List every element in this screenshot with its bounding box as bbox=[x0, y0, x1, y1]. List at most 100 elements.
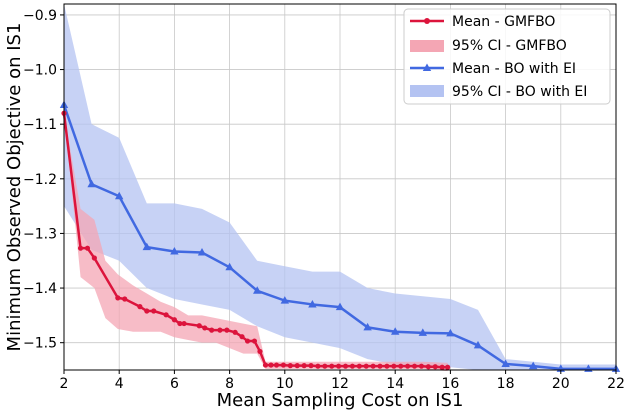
x-tick-label: 18 bbox=[497, 376, 515, 392]
x-axis-label: Mean Sampling Cost on IS1 bbox=[217, 390, 464, 411]
data-point-mean-gmfbo bbox=[349, 363, 356, 369]
x-tick-label: 22 bbox=[607, 376, 625, 392]
data-point-mean-gmfbo bbox=[77, 245, 84, 251]
data-point-mean-gmfbo bbox=[363, 363, 369, 369]
data-point-mean-gmfbo bbox=[445, 364, 451, 370]
legend: Mean - GMFBO 95% CI - GMFBO Mean - BO wi… bbox=[403, 8, 611, 105]
data-point-mean-gmfbo bbox=[224, 327, 230, 333]
y-tick-label: −1.1 bbox=[23, 117, 57, 133]
legend-label-gmfbo-ci: 95% CI - GMFBO bbox=[452, 38, 567, 54]
ci-band-95-ci-bo-with-ei bbox=[64, 4, 616, 370]
data-point-mean-gmfbo bbox=[122, 296, 128, 302]
data-point-mean-bo-with-ei bbox=[363, 322, 372, 331]
data-point-mean-gmfbo bbox=[209, 327, 215, 333]
data-point-mean-bo-with-ei bbox=[115, 191, 124, 200]
data-point-mean-bo-with-ei bbox=[253, 286, 262, 294]
x-tick-label: 14 bbox=[386, 376, 404, 392]
data-point-mean-bo-with-ei bbox=[280, 296, 289, 304]
data-point-mean-bo-with-ei bbox=[170, 246, 179, 255]
data-point-mean-gmfbo bbox=[398, 363, 404, 369]
data-point-mean-gmfbo bbox=[418, 363, 425, 369]
data-point-mean-gmfbo bbox=[405, 363, 411, 369]
data-point-mean-gmfbo bbox=[217, 327, 223, 333]
data-point-mean-gmfbo bbox=[370, 363, 376, 369]
legend-label-gmfbo: Mean - GMFBO bbox=[452, 14, 555, 30]
data-point-mean-gmfbo bbox=[239, 334, 245, 340]
x-axis-ticks: 2 4 6 8 10 12 14 16 18 20 22 bbox=[60, 370, 625, 392]
y-tick-label: −1.4 bbox=[23, 281, 57, 297]
data-point-mean-gmfbo bbox=[391, 363, 397, 369]
data-point-mean-gmfbo bbox=[411, 363, 418, 369]
data-point-mean-gmfbo bbox=[137, 304, 143, 310]
data-point-mean-gmfbo bbox=[356, 363, 362, 369]
data-point-mean-bo-with-ei bbox=[87, 179, 96, 188]
legend-marker-bo-ei bbox=[422, 63, 432, 71]
data-point-mean-bo-with-ei bbox=[529, 361, 538, 370]
x-tick-label: 16 bbox=[441, 376, 459, 392]
data-point-mean-gmfbo bbox=[329, 363, 335, 369]
x-tick-label: 20 bbox=[552, 376, 570, 392]
y-tick-label: −0.9 bbox=[23, 8, 57, 24]
data-point-mean-bo-with-ei bbox=[142, 242, 151, 251]
legend-label-bo-ei-ci: 95% CI - BO with EI bbox=[452, 84, 587, 100]
y-tick-label: −1.3 bbox=[23, 226, 57, 242]
y-tick-label: −1.2 bbox=[23, 172, 57, 188]
x-tick-label: 8 bbox=[225, 376, 234, 392]
x-tick-label: 10 bbox=[276, 376, 294, 392]
data-point-mean-gmfbo bbox=[280, 362, 287, 368]
data-point-mean-gmfbo bbox=[287, 363, 293, 369]
data-point-mean-gmfbo bbox=[181, 320, 187, 327]
data-point-mean-gmfbo bbox=[432, 364, 438, 370]
data-point-mean-bo-with-ei bbox=[197, 248, 207, 256]
legend-patch-gmfbo-ci bbox=[410, 40, 444, 52]
data-point-mean-gmfbo bbox=[322, 363, 328, 369]
data-point-mean-bo-with-ei bbox=[391, 327, 400, 335]
data-point-mean-gmfbo bbox=[377, 363, 383, 369]
x-tick-label: 4 bbox=[115, 376, 124, 392]
x-tick-label: 12 bbox=[331, 376, 349, 392]
legend-label-bo-ei: Mean - BO with EI bbox=[452, 61, 576, 77]
y-axis-ticks: −1.5 −1.4 −1.3 −1.2 −1.1 −1.0 −0.9 bbox=[23, 8, 64, 352]
data-point-mean-gmfbo bbox=[84, 245, 91, 251]
data-point-mean-gmfbo bbox=[144, 308, 150, 314]
data-point-mean-gmfbo bbox=[196, 323, 202, 329]
data-point-mean-gmfbo bbox=[115, 295, 121, 301]
data-point-mean-gmfbo bbox=[315, 363, 321, 369]
data-point-mean-gmfbo bbox=[439, 364, 445, 370]
ci-band-95-ci-gmfbo bbox=[64, 113, 448, 372]
legend-box bbox=[403, 8, 611, 105]
legend-patch-bo-ei-ci bbox=[410, 85, 444, 97]
data-point-mean-gmfbo bbox=[202, 325, 208, 331]
data-point-mean-gmfbo bbox=[232, 329, 238, 335]
data-point-mean-gmfbo bbox=[251, 338, 258, 344]
data-point-mean-gmfbo bbox=[91, 255, 97, 261]
data-point-mean-bo-with-ei bbox=[335, 302, 345, 311]
data-point-mean-gmfbo bbox=[425, 364, 431, 370]
data-point-mean-gmfbo bbox=[257, 348, 263, 355]
data-point-mean-gmfbo bbox=[177, 320, 183, 327]
legend-marker-gmfbo bbox=[424, 18, 430, 24]
data-point-mean-gmfbo bbox=[384, 363, 390, 369]
data-point-mean-gmfbo bbox=[262, 362, 269, 368]
data-point-mean-gmfbo bbox=[294, 363, 300, 369]
data-point-mean-bo-with-ei bbox=[418, 328, 427, 336]
data-point-mean-gmfbo bbox=[301, 363, 307, 369]
data-point-mean-bo-with-ei bbox=[473, 340, 483, 349]
data-point-mean-bo-with-ei bbox=[501, 359, 510, 367]
data-point-mean-gmfbo bbox=[268, 362, 274, 368]
data-point-mean-gmfbo bbox=[151, 308, 157, 314]
data-point-mean-gmfbo bbox=[308, 363, 314, 369]
data-point-mean-gmfbo bbox=[163, 312, 169, 318]
y-tick-label: −1.0 bbox=[23, 63, 57, 79]
data-point-mean-gmfbo bbox=[273, 362, 280, 368]
x-tick-label: 2 bbox=[60, 376, 69, 392]
confidence-bands bbox=[64, 4, 616, 372]
data-point-mean-gmfbo bbox=[342, 363, 349, 369]
data-point-mean-gmfbo bbox=[336, 363, 342, 369]
y-tick-label: −1.5 bbox=[23, 336, 57, 352]
data-point-mean-gmfbo bbox=[171, 317, 177, 323]
y-axis-label: Minimum Observed Objective on IS1 bbox=[4, 23, 25, 352]
data-point-mean-bo-with-ei bbox=[446, 328, 455, 337]
data-point-mean-gmfbo bbox=[244, 338, 251, 344]
